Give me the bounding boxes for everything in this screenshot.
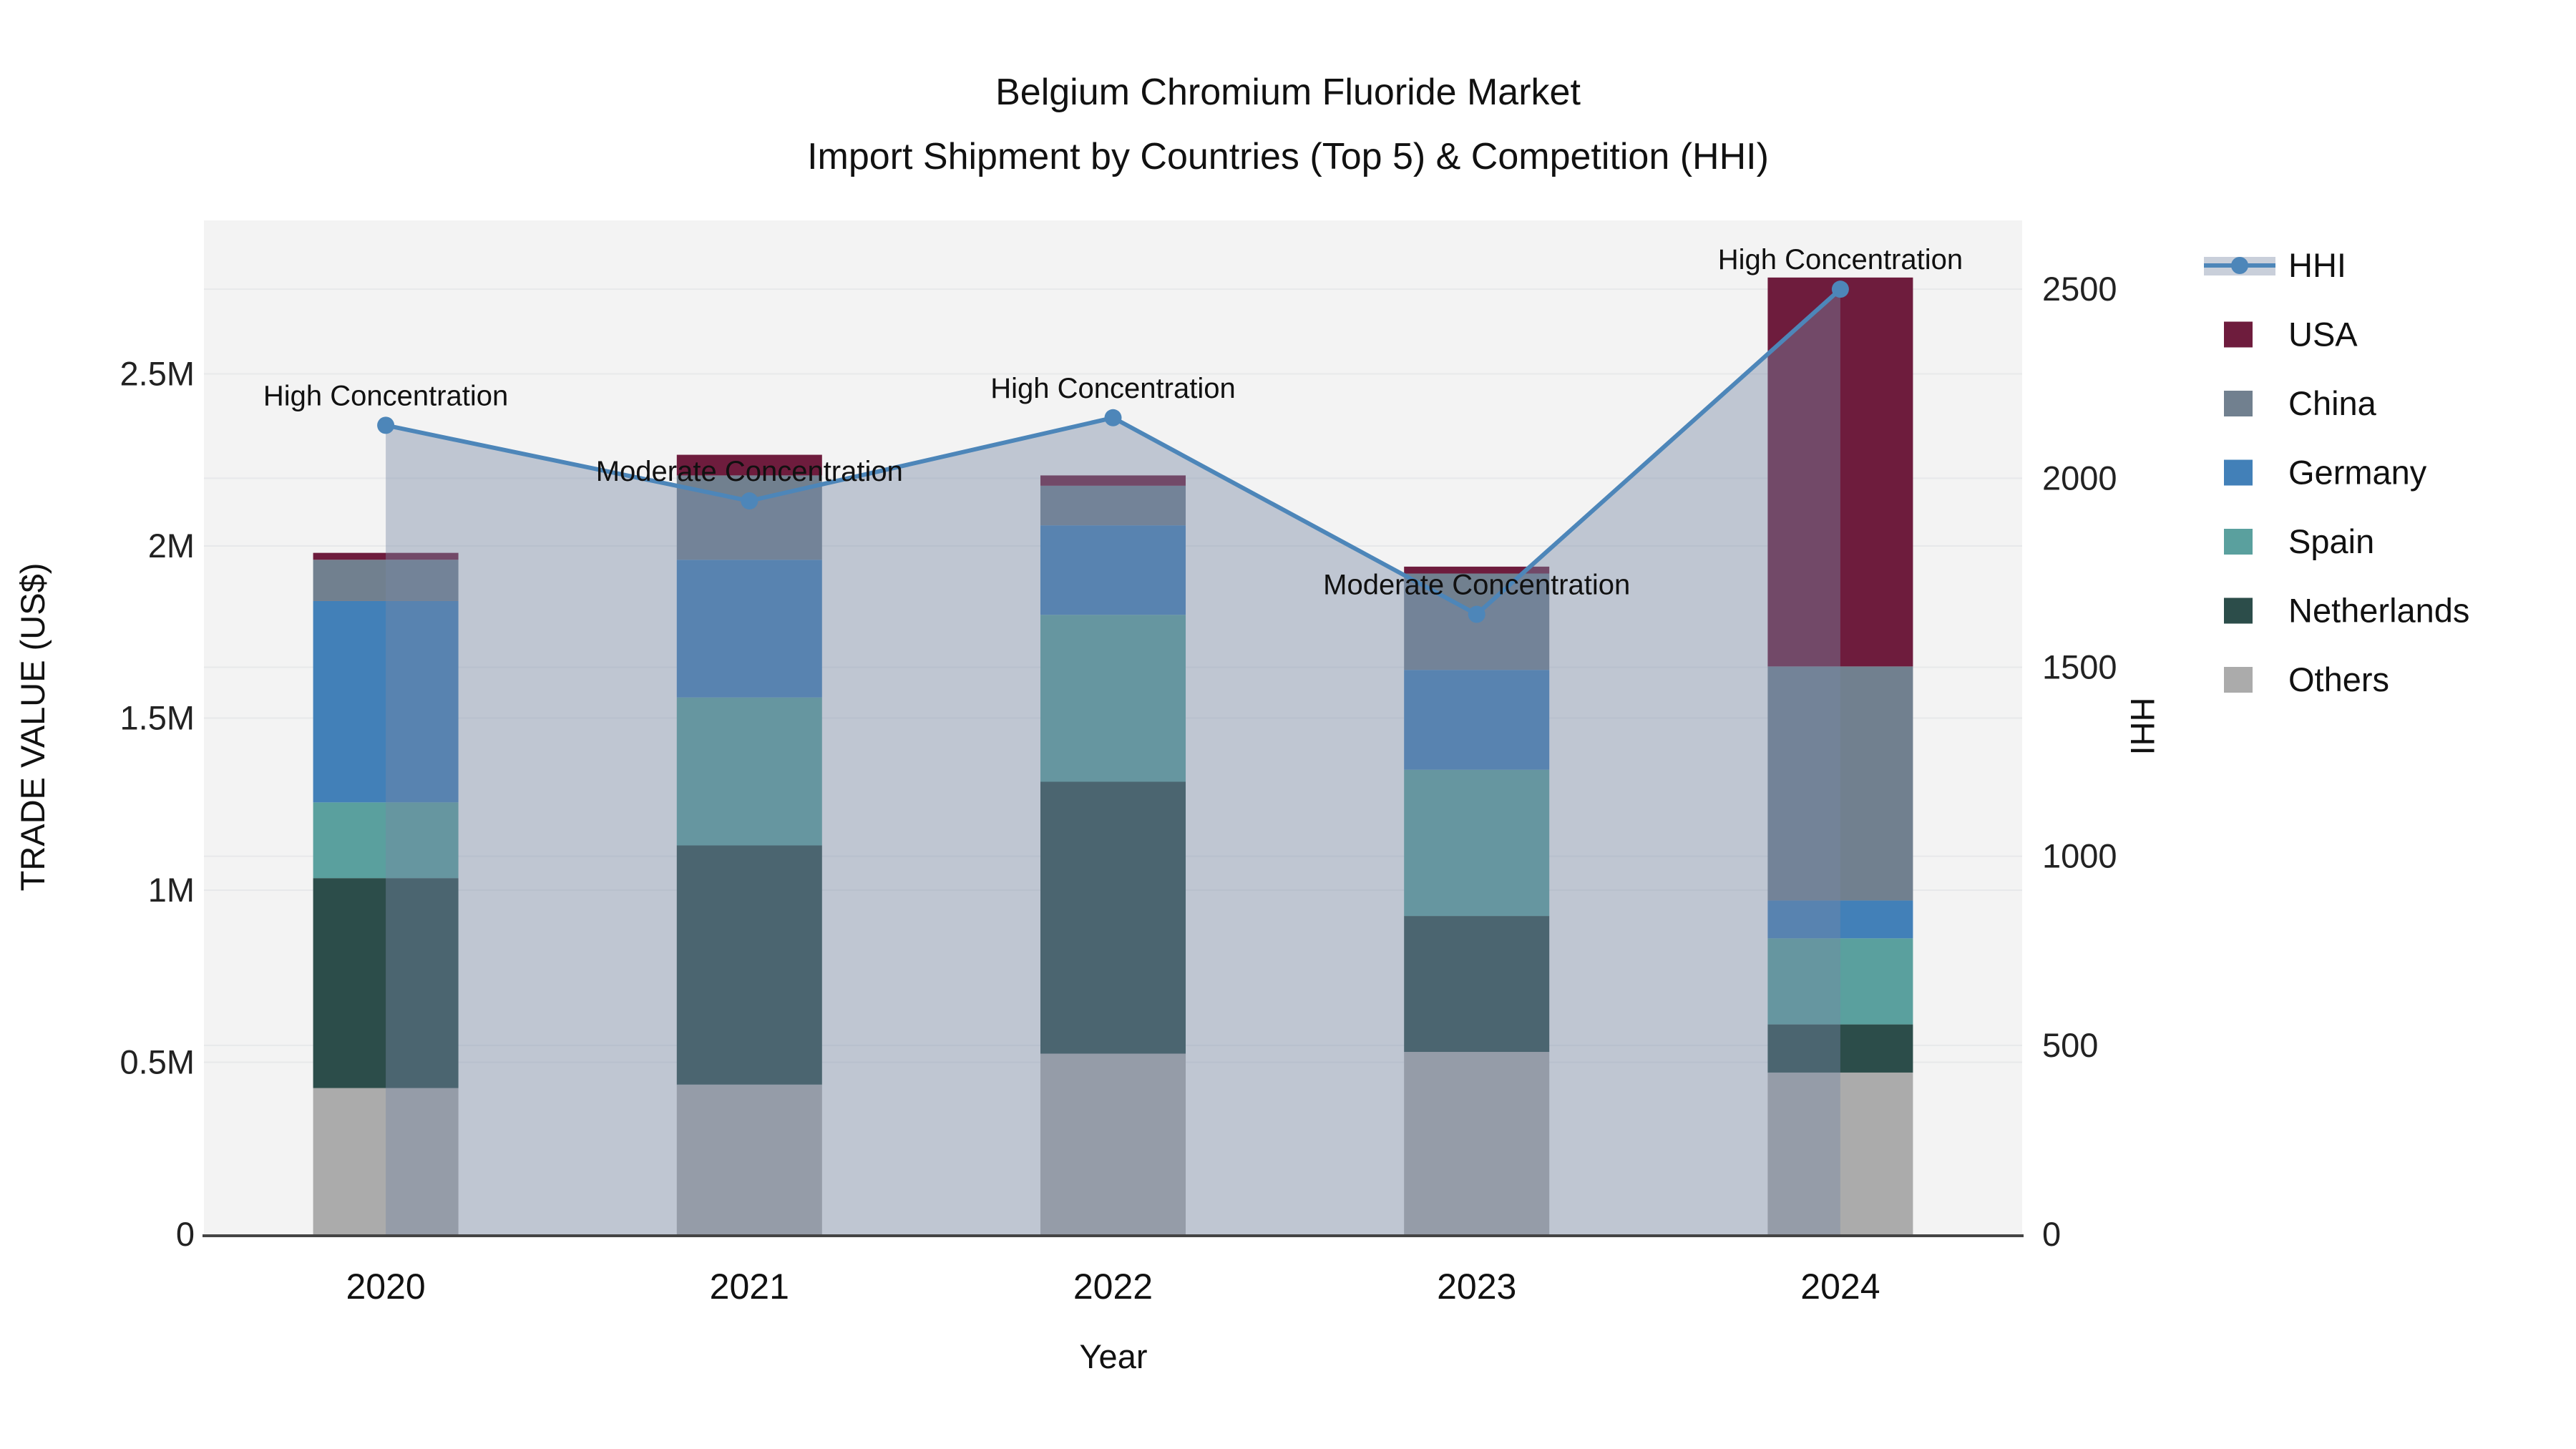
hhi-marker-2021[interactable] — [741, 492, 758, 510]
legend-swatch-netherlands — [2224, 597, 2253, 624]
bar-segment-netherlands-2020[interactable] — [313, 878, 459, 1088]
legend-swatch-germany — [2224, 459, 2253, 486]
y-left-tick: 0.5M — [120, 1043, 195, 1081]
x-tick-2023: 2023 — [1437, 1267, 1516, 1307]
legend-hhi-marker — [2231, 257, 2248, 274]
legend: HHI USA China Germany Spain Netherlands Others — [2204, 246, 2469, 698]
legend-item-usa[interactable]: USA — [2224, 316, 2358, 353]
bar-segment-usa-2020[interactable] — [313, 552, 459, 560]
bar-segment-netherlands-2023[interactable] — [1404, 916, 1550, 1053]
legend-label: Others — [2288, 660, 2389, 698]
bar-segment-others-2022[interactable] — [1040, 1053, 1186, 1234]
bar-segment-netherlands-2024[interactable] — [1767, 1024, 1913, 1073]
bar-segment-others-2021[interactable] — [676, 1084, 822, 1234]
bar-segment-netherlands-2022[interactable] — [1040, 781, 1186, 1054]
bar-segment-germany-2020[interactable] — [313, 600, 459, 803]
bar-segment-spain-2023[interactable] — [1404, 769, 1550, 917]
y-left-tick: 1M — [148, 871, 195, 909]
bar-segment-others-2023[interactable] — [1404, 1052, 1550, 1234]
chart-title: Belgium Chromium Fluoride Market — [995, 72, 1581, 113]
bar-segment-usa-2024[interactable] — [1767, 277, 1913, 667]
legend-item-others[interactable]: Others — [2224, 660, 2389, 698]
hhi-marker-2022[interactable] — [1104, 409, 1122, 426]
hhi-marker-2023[interactable] — [1468, 605, 1485, 623]
bar-segment-germany-2022[interactable] — [1040, 525, 1186, 615]
y-right-tick: 1500 — [2042, 648, 2117, 686]
hhi-area — [386, 289, 1840, 1234]
bar-segment-usa-2022[interactable] — [1040, 475, 1186, 486]
bar-segment-germany-2024[interactable] — [1767, 900, 1913, 939]
legend-item-germany[interactable]: Germany — [2224, 454, 2427, 492]
bar-segment-germany-2023[interactable] — [1404, 670, 1550, 770]
legend-label: China — [2288, 384, 2377, 422]
bar-segment-usa-2023[interactable] — [1404, 566, 1550, 574]
legend-label: HHI — [2288, 246, 2346, 284]
y-left-tick: 0 — [176, 1215, 195, 1253]
legend-item-china[interactable]: China — [2224, 384, 2377, 422]
y-left-tick: 1.5M — [120, 699, 195, 737]
y-left-tick: 2M — [148, 527, 195, 565]
legend-item-spain[interactable]: Spain — [2224, 522, 2374, 560]
x-tick-2021: 2021 — [710, 1267, 789, 1307]
annotation-2022: High Concentration — [990, 373, 1235, 404]
legend-label: Spain — [2288, 522, 2374, 560]
hhi-marker-2020[interactable] — [377, 416, 395, 434]
annotation-2020: High Concentration — [263, 380, 508, 411]
plot-area: High Concentration Moderate Concentration… — [120, 220, 2117, 1307]
annotation-2024: High Concentration — [1718, 244, 1963, 275]
legend-swatch-others — [2224, 667, 2253, 693]
x-tick-2024: 2024 — [1800, 1267, 1880, 1307]
bar-segment-spain-2021[interactable] — [676, 697, 822, 846]
bar-segment-spain-2024[interactable] — [1767, 938, 1913, 1025]
legend-item-netherlands[interactable]: Netherlands — [2224, 592, 2469, 630]
legend-swatch-usa — [2224, 321, 2253, 348]
bar-segment-china-2024[interactable] — [1767, 666, 1913, 901]
y-right-tick: 0 — [2042, 1215, 2061, 1253]
bar-segment-netherlands-2021[interactable] — [676, 845, 822, 1085]
bar-segment-others-2020[interactable] — [313, 1088, 459, 1234]
legend-label: Germany — [2288, 454, 2427, 492]
y-right-tick: 500 — [2042, 1026, 2098, 1064]
x-tick-2020: 2020 — [346, 1267, 425, 1307]
bar-segment-spain-2022[interactable] — [1040, 615, 1186, 782]
y-right-tick: 2000 — [2042, 459, 2117, 497]
legend-label: Netherlands — [2288, 592, 2469, 630]
legend-swatch-spain — [2224, 529, 2253, 555]
bar-segment-spain-2020[interactable] — [313, 802, 459, 879]
y-axis-title-left: TRADE VALUE (US$) — [14, 563, 52, 892]
bar-segment-others-2024[interactable] — [1767, 1072, 1913, 1234]
y-right-tick: 1000 — [2042, 837, 2117, 875]
annotation-2023: Moderate Concentration — [1323, 570, 1630, 601]
legend-swatch-china — [2224, 391, 2253, 416]
x-tick-2022: 2022 — [1073, 1267, 1153, 1307]
y-right-tick: 2500 — [2042, 270, 2117, 308]
y-left-tick: 2.5M — [120, 355, 195, 393]
bar-segment-germany-2021[interactable] — [676, 560, 822, 698]
hhi-marker-2024[interactable] — [1831, 280, 1849, 298]
chart-subtitle: Import Shipment by Countries (Top 5) & C… — [807, 136, 1769, 177]
bar-segment-usa-2021[interactable] — [676, 454, 822, 476]
legend-label: USA — [2288, 316, 2358, 353]
bar-segment-china-2022[interactable] — [1040, 485, 1186, 526]
annotation-2021: Moderate Concentration — [596, 456, 903, 487]
legend-item-hhi[interactable]: HHI — [2204, 246, 2346, 284]
x-axis-title: Year — [1080, 1337, 1148, 1375]
bar-segment-china-2020[interactable] — [313, 560, 459, 601]
y-axis-title-right: HHI — [2124, 698, 2162, 756]
